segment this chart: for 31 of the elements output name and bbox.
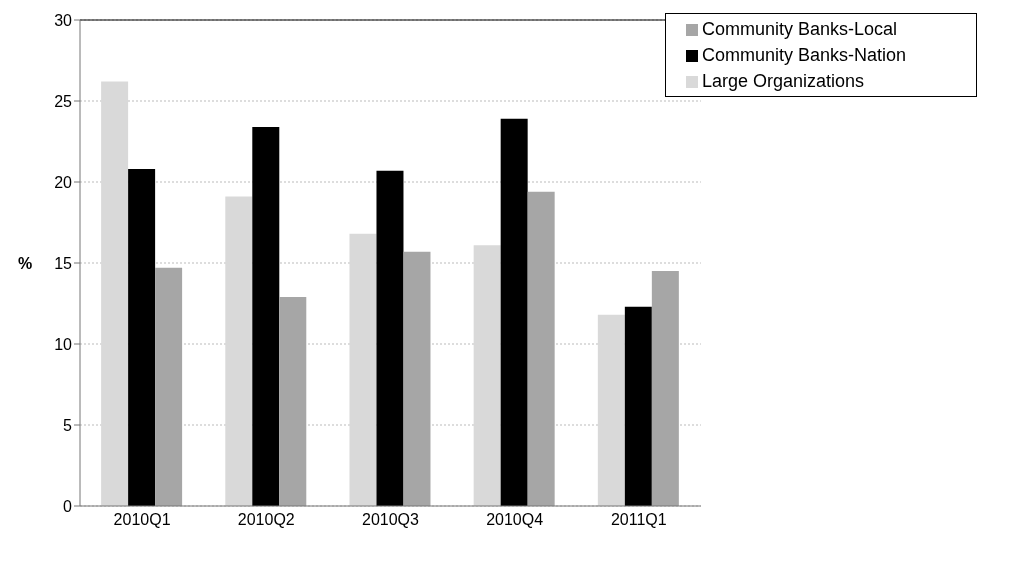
bar: [252, 126, 280, 506]
bar: [349, 233, 377, 506]
y-tick-label: 20: [54, 173, 73, 191]
y-tick-label: 5: [63, 416, 73, 434]
bar: [225, 196, 253, 506]
x-tick-label: 2011Q1: [610, 511, 667, 529]
y-tick-label: 30: [54, 11, 73, 29]
y-tick-label: 25: [54, 92, 73, 110]
legend-label: Community Banks-Local: [701, 19, 897, 39]
bar: [155, 267, 183, 506]
bar: [279, 297, 307, 506]
bar: [624, 306, 652, 506]
y-axis-title: %: [18, 254, 33, 272]
y-tick-label: 0: [63, 497, 73, 515]
bar: [101, 81, 129, 506]
bar: [651, 271, 679, 506]
bar: [597, 314, 625, 506]
bar: [376, 170, 404, 506]
bar: [128, 169, 156, 506]
x-tick-label: 2010Q2: [237, 511, 295, 529]
bar: [473, 245, 501, 506]
legend-label: Community Banks-Nation: [701, 45, 906, 65]
legend-label: Large Organizations: [701, 71, 865, 91]
y-tick-label: 10: [54, 335, 73, 353]
x-tick-label: 2010Q4: [486, 511, 544, 529]
bar: [403, 251, 431, 506]
y-tick-label: 15: [54, 254, 73, 272]
bar: [500, 118, 528, 506]
x-tick-label: 2010Q1: [113, 511, 171, 529]
x-tick-label: 2010Q3: [361, 511, 420, 529]
bar: [527, 191, 555, 506]
